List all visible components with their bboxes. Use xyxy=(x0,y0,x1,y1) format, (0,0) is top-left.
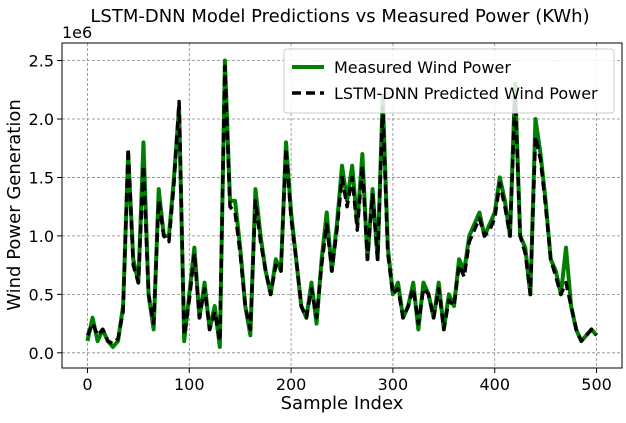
y-offset-label: 1e6 xyxy=(62,23,92,42)
y-tick-label: 0.0 xyxy=(29,344,54,363)
y-tick-label: 2.5 xyxy=(29,52,54,71)
x-tick-label: 200 xyxy=(276,375,307,394)
data-line xyxy=(85,64,598,346)
legend-box xyxy=(283,48,615,114)
x-tick-label: 300 xyxy=(378,375,409,394)
y-tick-label: 2.0 xyxy=(29,110,54,129)
chart-title: LSTM-DNN Model Predictions vs Measured P… xyxy=(90,6,589,27)
x-tick-label: 500 xyxy=(581,375,612,394)
x-tick-label: 100 xyxy=(174,375,205,394)
x-tick-label: 400 xyxy=(479,375,510,394)
y-tick-label: 1.5 xyxy=(29,168,54,187)
legend-label: LSTM-DNN Predicted Wind Power xyxy=(334,84,598,103)
y-tick-label: 1.0 xyxy=(29,227,54,246)
plot-frame xyxy=(61,42,623,369)
y-axis-label: Wind Power Generation xyxy=(4,99,25,311)
x-tick-label: 0 xyxy=(82,375,92,394)
y-tick-label: 0.5 xyxy=(29,285,54,304)
legend-label: Measured Wind Power xyxy=(334,58,511,77)
x-axis-label: Sample Index xyxy=(281,393,404,414)
